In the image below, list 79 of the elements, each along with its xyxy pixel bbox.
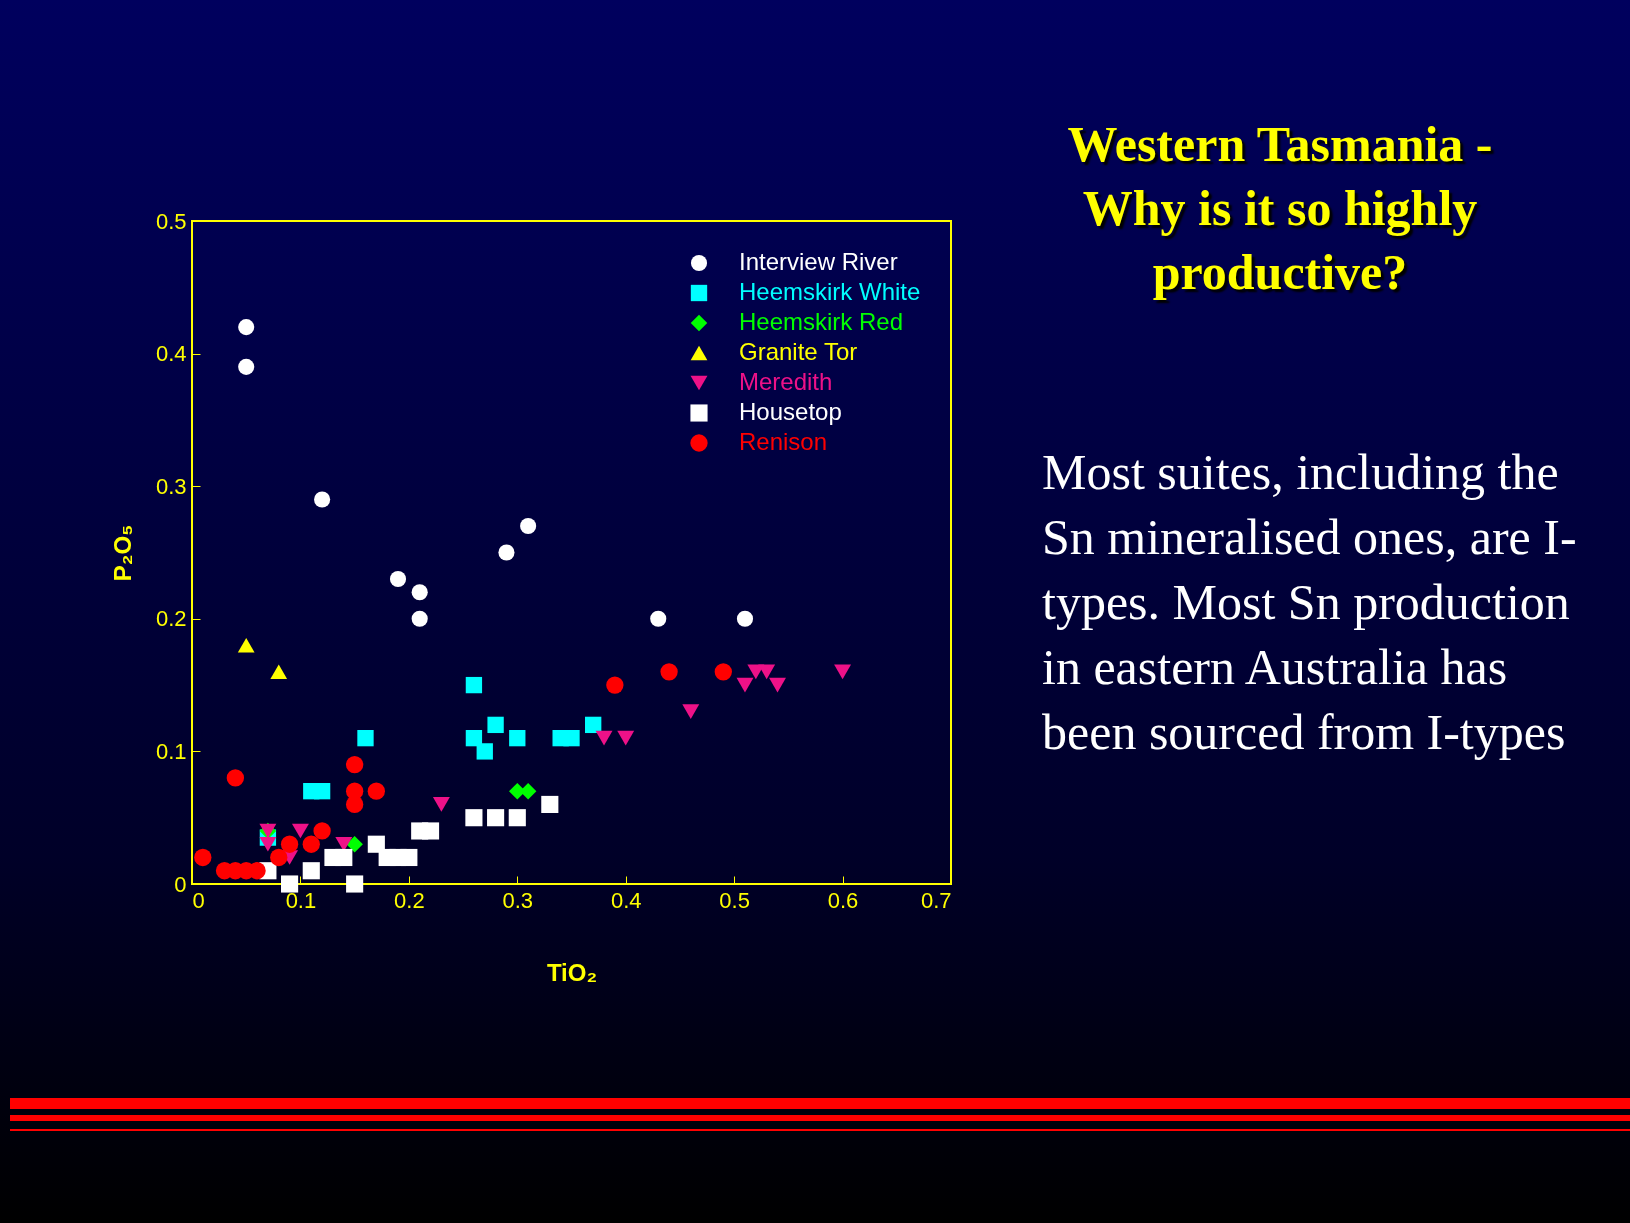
legend-label: Housetop bbox=[739, 398, 842, 425]
x-tick-label: 0.2 bbox=[394, 887, 425, 913]
point bbox=[520, 517, 537, 535]
point bbox=[400, 848, 418, 867]
point bbox=[487, 809, 505, 827]
point bbox=[585, 716, 602, 734]
point bbox=[432, 797, 450, 812]
point bbox=[345, 756, 364, 774]
point bbox=[541, 795, 559, 813]
point bbox=[280, 835, 299, 853]
point bbox=[736, 610, 754, 627]
point bbox=[411, 584, 428, 601]
point bbox=[270, 848, 288, 867]
legend-label: Heemskirk Red bbox=[739, 308, 904, 335]
point bbox=[367, 782, 385, 800]
x-tick-label: 0.1 bbox=[285, 887, 317, 913]
point bbox=[335, 848, 353, 867]
y-axis-title: P₂O₅ bbox=[108, 524, 136, 582]
y-tick-label: 0.5 bbox=[155, 208, 187, 234]
text: Most suites, including the Sn mineralised ones, are I-types. Most Sn production in eastern Australia has been sourced from I-types bbox=[1042, 443, 1578, 762]
point bbox=[660, 663, 678, 681]
point bbox=[736, 677, 754, 693]
y-tick-label: 0.4 bbox=[155, 341, 187, 367]
point bbox=[314, 491, 331, 508]
point bbox=[498, 544, 515, 561]
point bbox=[302, 862, 320, 880]
x-tick-label: 0.5 bbox=[719, 887, 750, 913]
point bbox=[226, 769, 245, 787]
point bbox=[346, 875, 364, 893]
point bbox=[313, 783, 331, 800]
point bbox=[465, 676, 483, 694]
x-tick-label: 0 bbox=[192, 887, 205, 913]
point bbox=[346, 835, 363, 853]
point bbox=[682, 704, 700, 719]
point bbox=[714, 663, 732, 681]
x-tick-label: 0.3 bbox=[502, 887, 534, 913]
text: Western Tasmania - Why is it so highly productive? bbox=[1066, 115, 1494, 302]
x-tick-label: 0.4 bbox=[610, 887, 642, 913]
point bbox=[237, 638, 255, 653]
x-tick-label: 0.7 bbox=[920, 887, 952, 913]
point bbox=[367, 835, 385, 853]
point bbox=[465, 809, 483, 827]
legend-label: Heemskirk White bbox=[739, 278, 921, 305]
legend-label: Interview River bbox=[739, 248, 898, 275]
point bbox=[389, 570, 407, 588]
legend-label: Meredith bbox=[739, 368, 833, 395]
point bbox=[650, 610, 667, 627]
point bbox=[834, 664, 852, 680]
point bbox=[302, 835, 320, 853]
point bbox=[238, 319, 255, 336]
y-tick-label: 0.2 bbox=[155, 606, 187, 632]
point bbox=[357, 729, 374, 747]
point bbox=[259, 836, 277, 852]
point bbox=[617, 730, 635, 746]
point bbox=[595, 730, 613, 746]
point bbox=[476, 743, 493, 760]
point bbox=[194, 848, 212, 867]
point bbox=[508, 809, 526, 827]
x-axis-title: TiO₂ bbox=[546, 958, 598, 986]
point bbox=[411, 610, 428, 627]
legend-label: Granite Tor bbox=[739, 338, 858, 365]
point bbox=[487, 716, 504, 734]
y-tick-label: 0.1 bbox=[155, 738, 187, 764]
point bbox=[270, 664, 288, 680]
point bbox=[313, 822, 331, 840]
point bbox=[563, 729, 580, 747]
point bbox=[238, 358, 255, 375]
point bbox=[281, 875, 299, 893]
point bbox=[291, 823, 309, 839]
legend-label: Renison bbox=[739, 428, 828, 455]
point bbox=[606, 676, 624, 694]
y-tick-label: 0.3 bbox=[155, 473, 187, 499]
y-tick-label: 0 bbox=[174, 871, 187, 897]
point bbox=[758, 664, 776, 680]
point bbox=[421, 822, 440, 840]
point bbox=[769, 677, 786, 693]
point bbox=[465, 729, 483, 747]
point bbox=[509, 729, 526, 747]
x-tick-label: 0.6 bbox=[827, 887, 859, 913]
